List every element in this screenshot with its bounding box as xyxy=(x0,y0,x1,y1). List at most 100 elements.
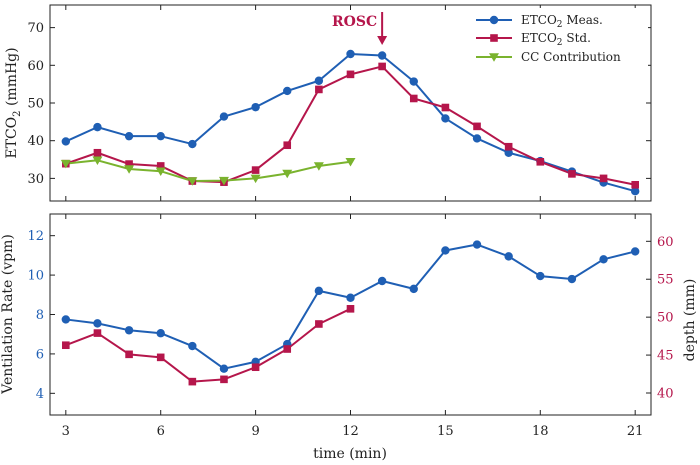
data-point-cc-contribution xyxy=(187,177,198,186)
data-point-etco2-std xyxy=(378,62,386,71)
data-point-ventilation-rate xyxy=(599,255,608,264)
data-point-etco2-std xyxy=(409,94,418,103)
top-y-tick-label: 60 xyxy=(27,59,44,74)
data-point-cc-contribution xyxy=(218,176,229,186)
data-point-ventilation-rate xyxy=(188,341,197,351)
top-y-tick-label: 30 xyxy=(27,172,44,187)
data-point-etco2-meas xyxy=(188,139,197,149)
data-point-ventilation-rate xyxy=(472,240,482,249)
left-y-tick-label: 6 xyxy=(36,347,44,362)
data-point-etco2-meas xyxy=(472,134,482,143)
data-point-depth xyxy=(220,375,228,384)
data-point-cc-contribution xyxy=(282,169,293,179)
legend-swatch-etco2-meas xyxy=(476,15,512,25)
data-point-etco2-meas xyxy=(219,112,229,121)
top-chart: ETCO2 (mmHg) 30 40 50 60 70 ROSC ETCO2 Meas.… xyxy=(4,4,652,202)
x-tick-label: 18 xyxy=(532,424,549,439)
series-line-depth xyxy=(65,307,351,383)
top-y-tick-label: 40 xyxy=(27,134,44,149)
data-point-ventilation-rate xyxy=(346,293,355,302)
data-point-etco2-std xyxy=(315,85,323,94)
right-y-tick-label: 40 xyxy=(657,387,674,402)
legend-marker-cc-contribution xyxy=(489,53,499,62)
legend-box xyxy=(470,8,648,72)
top-y-tick-label: 70 xyxy=(27,21,44,36)
data-point-etco2-meas xyxy=(630,187,640,196)
data-point-etco2-meas xyxy=(346,49,355,59)
legend-marker-etco2-std xyxy=(490,34,498,42)
data-point-cc-contribution xyxy=(60,159,71,169)
data-point-etco2-std xyxy=(346,70,355,79)
right-y-tick-label: 60 xyxy=(657,235,674,250)
x-tick-label: 21 xyxy=(627,424,644,439)
bottom-series-markers xyxy=(61,240,640,386)
rosc-arrow-head xyxy=(377,36,388,45)
data-point-etco2-meas xyxy=(124,131,134,141)
data-point-etco2-meas xyxy=(409,77,418,86)
bottom-right-y-axis-label: depth (mm) xyxy=(682,279,698,362)
data-point-depth xyxy=(251,363,260,372)
bottom-series-lines xyxy=(65,243,636,383)
top-series-markers xyxy=(60,49,640,196)
bottom-chart: Ventilation Rate (vpm) depth (mm) time (… xyxy=(0,213,698,462)
data-point-etco2-meas xyxy=(441,114,450,123)
data-point-ventilation-rate xyxy=(219,364,229,373)
data-point-ventilation-rate xyxy=(377,276,387,286)
legend-label-etco2-meas: ETCO2 Meas. xyxy=(521,13,603,30)
left-y-tick-label: 10 xyxy=(27,269,44,284)
data-point-depth xyxy=(125,350,133,359)
data-point-depth xyxy=(188,377,197,386)
data-point-cc-contribution xyxy=(124,165,135,174)
data-point-cc-contribution xyxy=(92,156,103,166)
legend-swatch-etco2-std xyxy=(476,34,512,42)
data-point-etco2-std xyxy=(251,166,260,174)
series-line-etco2-std xyxy=(65,65,636,186)
left-y-tick-label: 4 xyxy=(36,387,44,402)
data-point-etco2-meas xyxy=(156,131,165,141)
data-point-cc-contribution xyxy=(313,162,324,171)
data-point-etco2-std xyxy=(536,158,545,166)
data-point-depth xyxy=(315,320,323,328)
data-point-depth xyxy=(156,353,165,362)
data-point-depth xyxy=(62,341,70,350)
data-point-etco2-std xyxy=(441,103,450,112)
right-y-tick-label: 55 xyxy=(657,273,674,288)
data-point-ventilation-rate xyxy=(124,326,134,335)
data-point-etco2-std xyxy=(93,148,102,157)
legend: ETCO2 Meas. ETCO2 Std. CC Contribution xyxy=(470,8,648,72)
x-tick-label: 6 xyxy=(157,424,165,439)
data-point-ventilation-rate xyxy=(156,329,165,338)
data-point-ventilation-rate xyxy=(630,247,640,256)
data-point-ventilation-rate xyxy=(536,271,545,281)
data-point-ventilation-rate xyxy=(441,246,450,255)
bottom-left-y-axis-label: Ventilation Rate (vpm) xyxy=(0,234,16,395)
data-point-etco2-std xyxy=(125,160,133,168)
legend-swatch-cc-contribution xyxy=(476,53,512,62)
bottom-ticks: 4 6 8 10 12 40 45 50 55 60 3 6 9 12 15 18 21 xyxy=(27,214,674,439)
data-point-etco2-meas xyxy=(377,51,387,60)
right-y-tick-label: 50 xyxy=(657,311,674,326)
x-tick-label: 3 xyxy=(62,424,70,439)
data-point-etco2-std xyxy=(156,162,165,170)
data-point-etco2-meas xyxy=(504,148,513,157)
legend-entry-etco2-meas: ETCO2 Meas. xyxy=(476,13,603,30)
data-point-etco2-meas xyxy=(283,86,292,96)
data-point-ventilation-rate xyxy=(504,252,513,261)
rosc-label: ROSC xyxy=(332,14,377,30)
legend-label-etco2-std: ETCO2 Std. xyxy=(521,31,591,48)
x-tick-label: 12 xyxy=(342,424,359,439)
x-tick-label: 15 xyxy=(437,424,454,439)
legend-entry-etco2-std: ETCO2 Std. xyxy=(476,31,591,48)
data-point-etco2-std xyxy=(568,170,576,178)
data-point-ventilation-rate xyxy=(61,315,71,324)
right-y-tick-label: 45 xyxy=(657,349,674,364)
legend-marker-etco2-meas xyxy=(489,15,499,25)
data-point-etco2-meas xyxy=(61,137,71,146)
data-point-etco2-meas xyxy=(314,76,324,85)
data-point-etco2-std xyxy=(504,142,513,151)
left-y-tick-label: 12 xyxy=(27,229,44,244)
data-point-cc-contribution xyxy=(155,167,166,176)
data-point-depth xyxy=(283,345,292,353)
data-point-etco2-std xyxy=(599,174,608,183)
data-point-ventilation-rate xyxy=(567,274,577,284)
